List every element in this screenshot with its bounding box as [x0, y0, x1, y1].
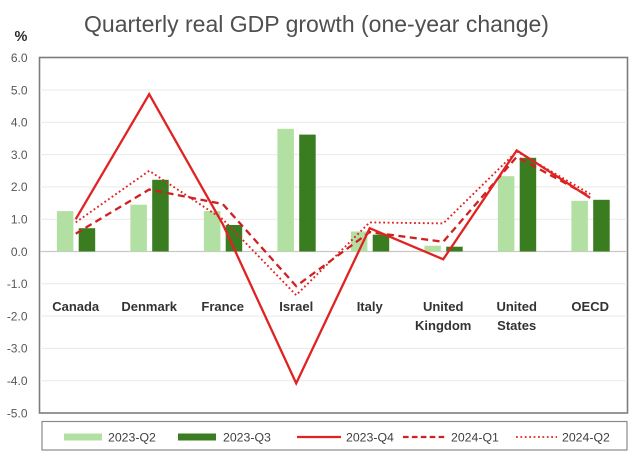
- svg-text:2.0: 2.0: [11, 180, 28, 194]
- svg-text:-3.0: -3.0: [7, 342, 28, 356]
- svg-text:Canada: Canada: [52, 299, 100, 314]
- svg-text:2024-Q2: 2024-Q2: [562, 431, 610, 445]
- svg-text:Quarterly real GDP growth (one: Quarterly real GDP growth (one-year chan…: [84, 11, 549, 37]
- svg-text:2024-Q1: 2024-Q1: [451, 431, 499, 445]
- svg-text:Kingdom: Kingdom: [415, 318, 471, 333]
- svg-text:Israel: Israel: [279, 299, 313, 314]
- svg-text:France: France: [201, 299, 244, 314]
- svg-text:1.0: 1.0: [11, 213, 28, 227]
- svg-text:OECD: OECD: [571, 299, 609, 314]
- svg-text:United: United: [496, 299, 537, 314]
- svg-text:-5.0: -5.0: [7, 406, 28, 420]
- svg-text:4.0: 4.0: [11, 116, 28, 130]
- svg-text:0.0: 0.0: [11, 245, 28, 259]
- svg-text:3.0: 3.0: [11, 148, 28, 162]
- svg-text:2023-Q2: 2023-Q2: [108, 431, 156, 445]
- svg-text:-1.0: -1.0: [7, 277, 28, 291]
- svg-text:6.0: 6.0: [11, 51, 28, 65]
- svg-text:%: %: [15, 29, 28, 45]
- svg-text:States: States: [497, 318, 536, 333]
- svg-text:Italy: Italy: [357, 299, 384, 314]
- svg-text:Denmark: Denmark: [121, 299, 177, 314]
- svg-text:2023-Q3: 2023-Q3: [223, 431, 271, 445]
- svg-text:-4.0: -4.0: [7, 374, 28, 388]
- svg-text:5.0: 5.0: [11, 83, 28, 97]
- svg-text:-2.0: -2.0: [7, 309, 28, 323]
- svg-text:2023-Q4: 2023-Q4: [346, 431, 394, 445]
- svg-text:United: United: [423, 299, 464, 314]
